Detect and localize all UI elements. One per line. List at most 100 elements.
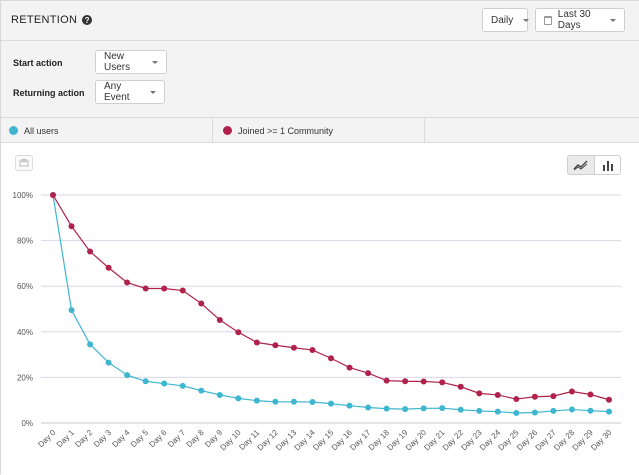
chevron-down-icon [523,18,530,22]
save-button[interactable] [15,155,33,171]
series-line [52,194,610,414]
data-point [290,344,297,351]
y-tick-label: 20% [17,373,33,382]
y-tick-label: 60% [17,282,33,291]
data-point [457,383,464,390]
data-point [161,285,168,292]
line-chart-toggle[interactable] [567,155,595,175]
data-point [420,378,427,385]
data-point [476,390,483,397]
data-point [105,264,112,271]
data-point [531,393,538,400]
data-point [216,391,223,398]
legend-label: Joined >= 1 Community [238,125,334,136]
calendar-icon [544,15,552,25]
report-title: RETENTION ? [11,14,93,26]
y-tick-label: 40% [17,328,33,337]
data-point [328,355,334,362]
data-point [346,364,353,371]
date-range-select[interactable]: Last 30 Days [535,8,625,32]
data-point [420,405,427,412]
data-point [142,378,149,385]
line-chart-icon [573,160,588,171]
data-point [606,396,612,403]
interval-select-value: Daily [491,14,514,26]
data-point [161,380,168,387]
date-range-value: Last 30 Days [557,9,591,31]
data-point [253,397,260,404]
data-point [531,409,538,416]
data-point [68,223,75,230]
data-point [587,391,594,398]
data-point [550,393,557,400]
chevron-down-icon [152,60,158,64]
series-color-dot [223,126,232,135]
x-tick-label: Day 30 [589,428,614,453]
chevron-down-icon [610,18,616,22]
returning-action-select[interactable]: Any Event [95,80,165,104]
data-point [87,248,94,255]
x-tick-label: Day 6 [147,428,169,450]
report-title-text: RETENTION [11,14,78,26]
data-point [494,391,501,398]
data-point [365,370,372,377]
data-point [235,395,242,402]
data-point [439,405,446,412]
data-point [309,399,316,406]
data-point [179,287,186,294]
data-point [142,285,149,292]
data-point [513,396,520,403]
bar-chart-icon [602,161,613,171]
x-tick-label: Day 1 [55,428,77,450]
bar-chart-toggle[interactable] [595,155,621,175]
legend-item-joined-community[interactable]: Joined >= 1 Community [213,118,425,143]
data-point [50,192,56,198]
data-point [494,408,501,415]
returning-action-value: Any Event [104,81,130,103]
x-tick-label: Day 5 [129,428,151,450]
x-tick-label: Day 7 [166,428,188,450]
series-line [52,194,610,401]
data-point [402,378,409,385]
action-controls: Start action New Users Returning action … [1,41,639,117]
x-tick-label: Day 3 [92,428,114,450]
x-tick-label: Day 2 [73,428,95,450]
chevron-down-icon [150,90,156,94]
report-header: RETENTION ? Daily Last 30 Days [1,1,639,41]
data-point [383,377,390,384]
y-tick-label: 100% [13,191,33,200]
data-point [587,407,594,414]
x-tick-label: Day 0 [36,428,58,450]
returning-action-label: Returning action [13,88,85,98]
interval-select[interactable]: Daily [482,8,530,32]
data-point [568,406,575,413]
start-action-value: New Users [104,51,131,73]
data-point [383,405,390,412]
data-point [198,387,205,394]
data-point [216,316,223,323]
data-point [290,398,297,405]
data-point [365,404,372,411]
legend-item-all-users[interactable]: All users [1,118,213,143]
legend-label: All users [24,125,59,136]
data-point [272,398,279,405]
data-point [346,402,353,409]
data-point [476,407,483,414]
data-point [105,359,112,366]
start-action-select[interactable]: New Users [95,50,167,74]
x-tick-label: Day 8 [185,428,207,450]
help-circle-icon[interactable]: ? [82,15,93,25]
data-point [179,382,186,389]
data-point [253,339,260,346]
x-tick-label: Day 4 [110,428,132,450]
data-point [606,408,612,415]
data-point [439,379,446,386]
data-point [272,342,279,349]
data-point [513,409,520,416]
chart-panel [1,143,639,475]
data-point [124,372,131,379]
data-point [457,406,464,413]
data-point [309,347,316,354]
